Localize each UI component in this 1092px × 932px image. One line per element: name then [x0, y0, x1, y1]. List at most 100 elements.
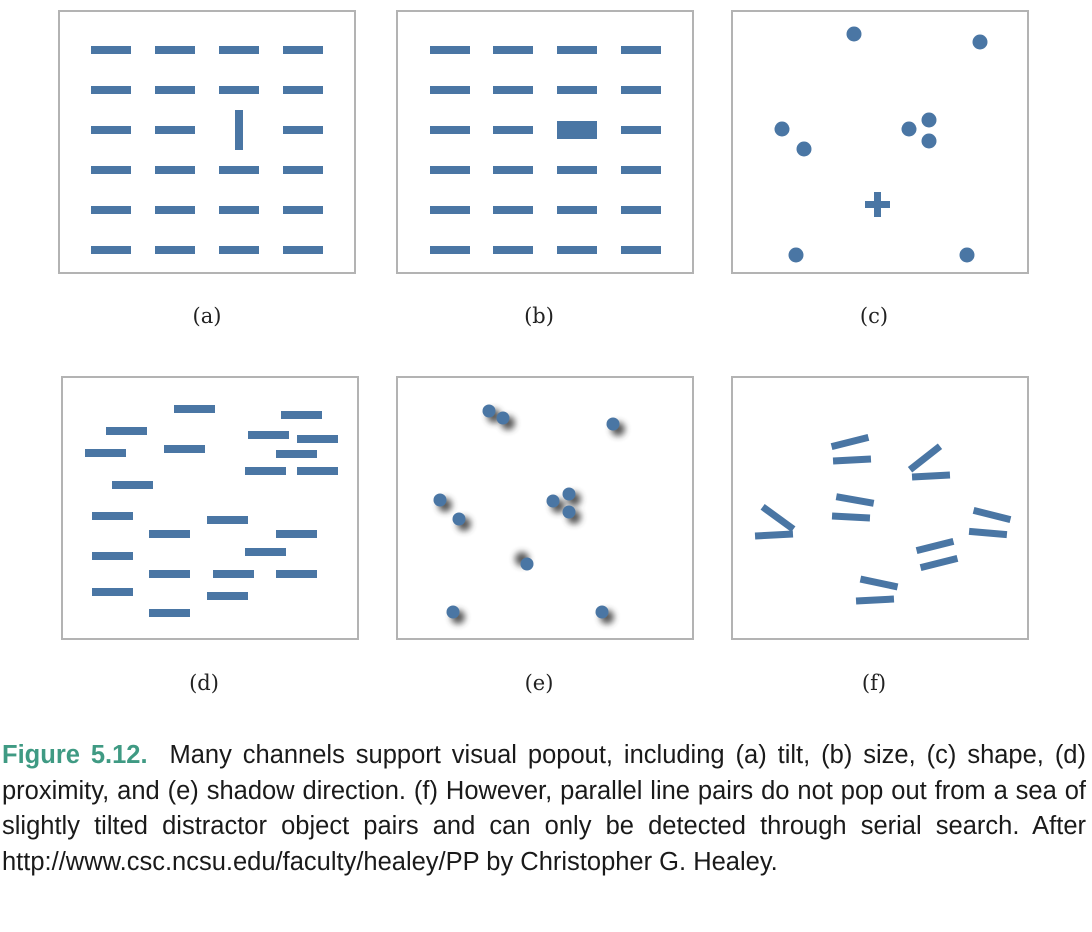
- dash-distractor: [219, 246, 259, 254]
- dash-distractor: [621, 46, 661, 54]
- tilted-line: [911, 471, 951, 481]
- tilted-line: [907, 443, 943, 473]
- tilted-line: [859, 575, 899, 591]
- dash-mark: [276, 530, 317, 538]
- dash-mark: [174, 405, 215, 413]
- dash-distractor: [430, 46, 470, 54]
- panel-a-label: (a): [192, 304, 222, 328]
- dash-distractor: [493, 206, 533, 214]
- dot-distractor: [496, 411, 510, 425]
- tilted-line: [972, 507, 1012, 523]
- dash-distractor: [155, 246, 195, 254]
- panel-e-shadow-direction: [396, 376, 694, 640]
- dash-mark: [164, 445, 205, 453]
- dash-distractor: [91, 86, 131, 94]
- dash-mark: [92, 512, 133, 520]
- circle-distractor: [959, 247, 975, 263]
- dash-distractor: [557, 46, 597, 54]
- dash-distractor: [91, 126, 131, 134]
- dash-distractor: [430, 246, 470, 254]
- dash-distractor: [283, 86, 323, 94]
- dot-distractor: [562, 505, 576, 519]
- circle-distractor: [796, 141, 812, 157]
- dash-distractor: [493, 246, 533, 254]
- panel-b-marks: [430, 46, 661, 254]
- circle-distractor: [972, 34, 988, 50]
- plus-target: [865, 192, 890, 217]
- dash-distractor: [91, 246, 131, 254]
- dash-distractor: [219, 86, 259, 94]
- panel-b-size: [396, 10, 694, 274]
- dash-mark: [106, 427, 147, 435]
- dash-distractor: [155, 206, 195, 214]
- dash-distractor: [493, 86, 533, 94]
- dash-distractor: [557, 246, 597, 254]
- dash-distractor: [621, 126, 661, 134]
- tilted-line: [915, 538, 955, 554]
- dot-distractor: [433, 493, 447, 507]
- dash-mark: [92, 588, 133, 596]
- tilted-line: [760, 504, 796, 532]
- panel-e-label: (e): [524, 671, 554, 695]
- tilted-line: [754, 530, 794, 540]
- vertical-bar-target: [235, 110, 243, 150]
- circle-distractor: [921, 133, 937, 149]
- dash-distractor: [219, 166, 259, 174]
- dash-distractor: [430, 86, 470, 94]
- panel-c-canvas: [774, 26, 988, 263]
- dash-distractor: [557, 86, 597, 94]
- panel-d-canvas: [85, 405, 338, 617]
- dash-distractor: [283, 166, 323, 174]
- circle-distractor: [901, 121, 917, 137]
- dot-distractor: [595, 605, 609, 619]
- dash-distractor: [91, 46, 131, 54]
- tilted-line: [832, 455, 872, 465]
- large-block-target: [557, 121, 597, 139]
- dash-distractor: [430, 126, 470, 134]
- dash-mark: [245, 548, 286, 556]
- tilted-line: [830, 434, 870, 450]
- dash-mark: [85, 449, 126, 457]
- tilted-line: [831, 512, 871, 522]
- panel-f-canvas: [754, 434, 1012, 605]
- dash-distractor: [283, 206, 323, 214]
- dash-distractor: [155, 46, 195, 54]
- tilted-line: [968, 527, 1008, 539]
- dot-distractor: [546, 494, 560, 508]
- panel-f-parallel-pairs: [731, 376, 1029, 640]
- dot-distractor: [446, 605, 460, 619]
- dash-mark: [213, 570, 254, 578]
- dash-mark: [149, 530, 190, 538]
- dot-distractor: [482, 404, 496, 418]
- dash-distractor: [91, 206, 131, 214]
- dash-distractor: [557, 206, 597, 214]
- dash-mark: [276, 450, 317, 458]
- dash-mark: [297, 435, 338, 443]
- panel-a-tilt: [58, 10, 356, 274]
- panel-c-label: (c): [859, 304, 889, 328]
- panel-b-label: (b): [524, 304, 554, 328]
- dash-distractor: [621, 86, 661, 94]
- circle-distractor: [788, 247, 804, 263]
- tilted-line: [835, 493, 875, 507]
- dash-distractor: [219, 46, 259, 54]
- dash-distractor: [430, 206, 470, 214]
- dash-distractor: [493, 166, 533, 174]
- dot-distractor: [606, 417, 620, 431]
- figure-caption: Figure 5.12. Many channels support visua…: [2, 738, 1086, 880]
- circle-distractor: [921, 112, 937, 128]
- dash-mark: [276, 570, 317, 578]
- panel-e-canvas: [433, 404, 625, 624]
- dash-mark: [112, 481, 153, 489]
- dash-distractor: [155, 166, 195, 174]
- dash-mark: [92, 552, 133, 560]
- dash-distractor: [219, 206, 259, 214]
- dash-distractor: [621, 206, 661, 214]
- dash-distractor: [283, 246, 323, 254]
- dash-mark: [207, 592, 248, 600]
- dash-distractor: [155, 126, 195, 134]
- dash-distractor: [493, 46, 533, 54]
- dash-distractor: [283, 46, 323, 54]
- figure-label: Figure 5.12.: [2, 741, 148, 769]
- dash-mark: [248, 431, 289, 439]
